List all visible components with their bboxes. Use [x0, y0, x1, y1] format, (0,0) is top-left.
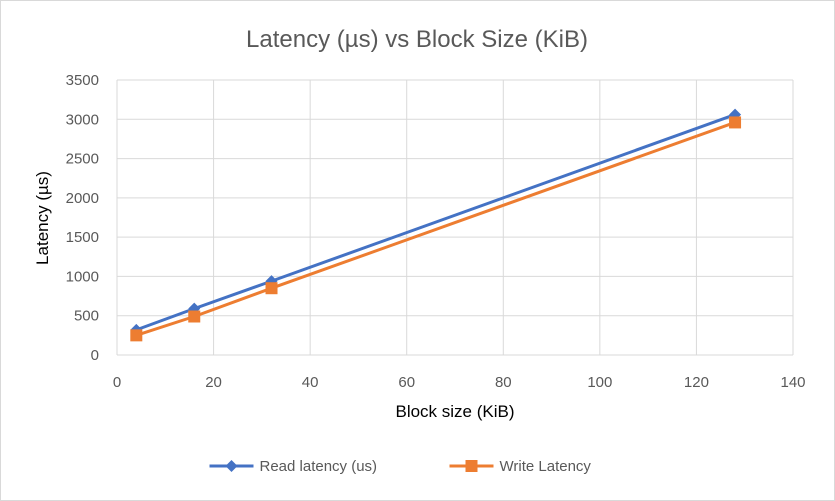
x-tick-label: 100	[587, 374, 612, 391]
tick-labels: 0 500 1000 1500 2000 2500 3000 3500 0 20 40 60 80 100…	[66, 72, 806, 391]
y-tick-label: 1500	[66, 229, 99, 246]
legend-label: Write Latency	[500, 458, 592, 475]
data-point-marker	[729, 116, 742, 129]
legend-marker	[465, 460, 478, 472]
y-tick-label: 1000	[66, 268, 99, 285]
gridlines	[116, 79, 794, 356]
x-tick-label: 20	[205, 374, 222, 391]
data-point-marker	[188, 310, 201, 323]
series-line-2	[135, 121, 736, 337]
y-axis-title: Latency (µs)	[33, 171, 52, 265]
x-tick-label: 120	[684, 374, 709, 391]
chart-title: Latency (µs) vs Block Size (KiB)	[246, 26, 588, 53]
x-tick-label: 140	[780, 374, 805, 391]
x-tick-label: 60	[398, 374, 415, 391]
y-tick-label: 2500	[66, 151, 99, 168]
series-lines	[130, 108, 742, 342]
legend: Read latency (us) Write Latency	[209, 458, 592, 475]
y-tick-label: 3500	[66, 72, 99, 89]
x-axis-title: Block size (KiB)	[395, 402, 514, 421]
data-point-marker	[265, 282, 278, 295]
x-tick-label: 40	[302, 374, 319, 391]
x-tick-label: 80	[495, 374, 512, 391]
legend-label: Read latency (us)	[260, 458, 378, 475]
x-tick-label: 0	[113, 374, 121, 391]
series-line-1	[135, 113, 736, 332]
y-tick-label: 2000	[66, 190, 99, 207]
y-tick-label: 0	[91, 347, 99, 364]
legend-item: Write Latency	[449, 458, 592, 475]
y-tick-label: 3000	[66, 111, 99, 128]
y-tick-label: 500	[74, 308, 99, 325]
legend-marker	[225, 460, 238, 472]
legend-item: Read latency (us)	[209, 458, 378, 475]
data-point-marker	[130, 329, 143, 342]
